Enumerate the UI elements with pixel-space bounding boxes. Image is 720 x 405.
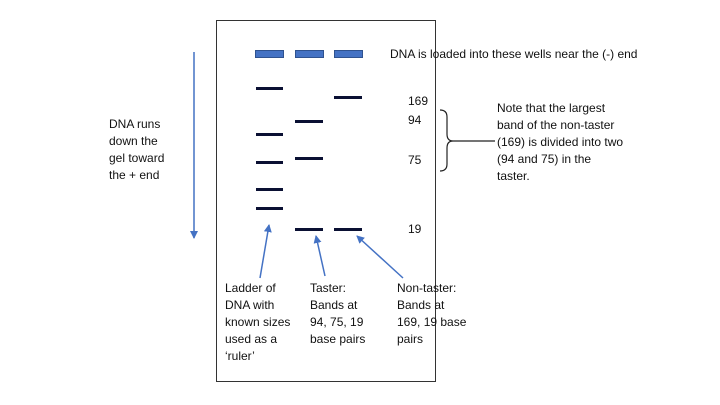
nontaster-caption: Non-taster: Bands at 169, 19 base pairs [397,281,467,346]
bracket-note: Note that the largest band of the non-ta… [497,101,624,183]
taster-caption: Taster: Bands at 94, 75, 19 base pairs [310,281,366,346]
taster-band-75 [295,157,323,160]
taster-well [295,50,324,58]
wells-note: DNA is loaded into these wells near the … [390,47,638,61]
taster-band-94 [295,120,323,123]
ladder-pointer-arrow [259,224,272,279]
ladder-band [256,87,283,90]
nontaster-pointer-arrow [356,235,404,279]
direction-note: DNA runs down the gel toward the + end [109,117,165,182]
size-label-19: 19 [408,222,422,236]
bracket [439,109,454,172]
nontaster-band-19 [334,228,362,231]
ladder-band [256,188,283,191]
size-label-169: 169 [408,94,429,108]
taster-band-19 [295,228,323,231]
ladder-caption: Ladder of DNA with known sizes used as a… [225,281,291,363]
ladder-well [255,50,284,58]
nontaster-band-169 [334,96,362,99]
gel-frame [216,20,436,382]
taster-pointer-arrow [313,235,326,277]
size-label-94: 94 [408,113,422,127]
ladder-band [256,133,283,136]
ladder-band [256,161,283,164]
size-label-75: 75 [408,153,422,167]
nontaster-well [334,50,363,58]
ladder-band [256,207,283,210]
